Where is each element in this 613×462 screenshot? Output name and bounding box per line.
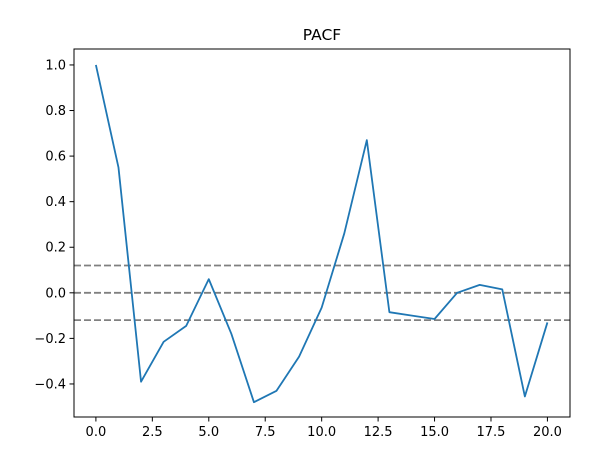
x-tick-label: 0.0 [86, 425, 107, 440]
chart-title: PACF [303, 26, 342, 44]
x-tick-label: 2.5 [142, 425, 163, 440]
y-tick-label: 0.2 [45, 241, 66, 256]
x-tick-label: 20.0 [533, 425, 562, 440]
y-tick-label: 1.0 [45, 58, 66, 73]
x-tick-label: 15.0 [420, 425, 449, 440]
x-tick-label: 17.5 [477, 425, 506, 440]
y-tick-label: 0.8 [45, 104, 66, 119]
x-tick-label: 5.0 [198, 425, 219, 440]
y-tick-label: −0.2 [34, 332, 66, 347]
x-tick-label: 12.5 [364, 425, 393, 440]
series-line-0 [95, 64, 549, 404]
y-tick-label: 0.6 [45, 150, 66, 165]
y-tick-label: 0.4 [45, 195, 66, 210]
y-tick-label: 0.0 [45, 286, 66, 301]
y-tick-label: −0.4 [34, 377, 66, 392]
plot-area: 0.0 2.5 5.0 7.5 10.0 12.5 15.0 17.5 20.0 −0.4 −0.2… [34, 48, 571, 440]
x-tick-label: 10.0 [307, 425, 336, 440]
x-tick-label: 7.5 [255, 425, 276, 440]
